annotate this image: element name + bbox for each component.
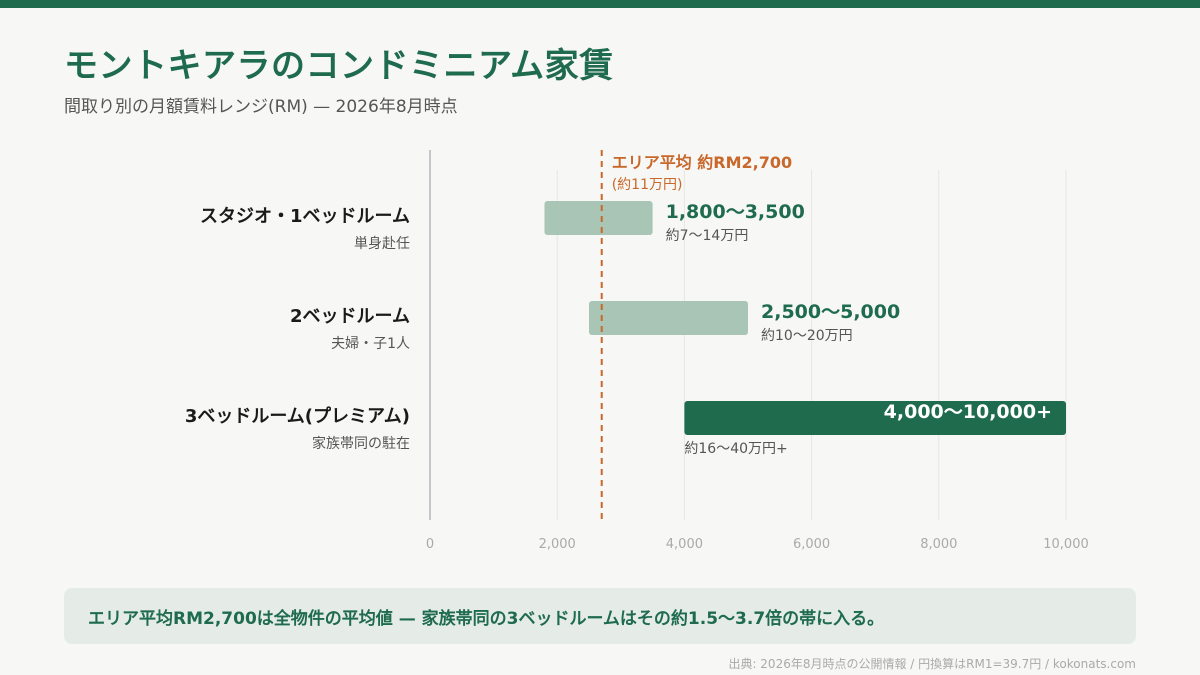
page-title: モントキアラのコンドミニアム家賃 [64,46,614,86]
yen-value-label: 約10〜20万円 [761,328,853,344]
range-bar [684,401,1066,435]
x-tick-label: 4,000 [666,537,703,552]
summary-callout: エリア平均RM2,700は全物件の平均値 — 家族帯同の3ベッドルームはその約1… [64,588,1136,644]
x-tick-label: 10,000 [1043,537,1089,552]
yen-value-label: 約16〜40万円+ [684,441,787,457]
range-value-label: 1,800〜3,500 [666,201,805,223]
callout-text: エリア平均RM2,700は全物件の平均値 — 家族帯同の3ベッドルームはその約1… [88,608,885,629]
range-value-label: 2,500〜5,000 [761,301,900,323]
range-bar [544,201,653,235]
top-accent-bar [0,0,1200,8]
x-tick-label: 0 [426,537,434,552]
range-bar [589,301,748,335]
x-tick-label: 8,000 [920,537,957,552]
category-label: 3ベッドルーム(プレミアム) [185,405,410,427]
average-line-label: エリア平均 約RM2,700 [612,153,792,172]
x-tick-label: 2,000 [539,537,576,552]
category-sublabel: 家族帯同の駐在 [312,435,410,452]
page-subtitle: 間取り別の月額賃料レンジ(RM) — 2026年8月時点 [64,97,458,117]
x-tick-label: 6,000 [793,537,830,552]
yen-value-label: 約7〜14万円 [666,228,749,244]
category-sublabel: 単身赴任 [354,236,410,252]
average-line-sublabel: (約11万円) [612,177,683,193]
range-value-label: 4,000〜10,000+ [884,401,1052,423]
category-label: 2ベッドルーム [290,306,410,327]
category-sublabel: 夫婦・子1人 [331,335,410,352]
source-note: 出典: 2026年8月時点の公開情報 / 円換算はRM1=39.7円 / kok… [728,657,1136,671]
category-label: スタジオ・1ベッドルーム [200,206,410,227]
